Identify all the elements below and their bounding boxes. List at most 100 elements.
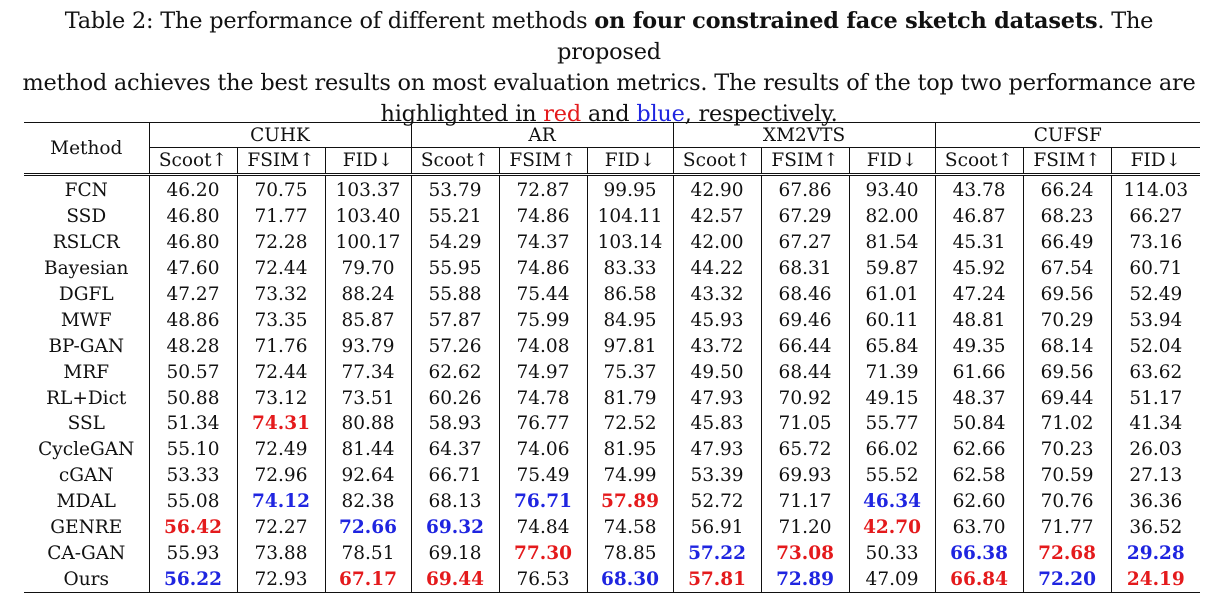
table-cell: 67.29	[760, 203, 850, 230]
table-cell: 62.66	[934, 436, 1024, 463]
caption-text: Table 2: The performance of different me…	[64, 8, 595, 34]
table-cell: 71.05	[760, 411, 850, 437]
table-cell: 60.11	[848, 307, 936, 334]
table-cell: 72.89	[760, 566, 850, 594]
table-cell: 49.15	[848, 385, 936, 412]
method-name: BP-GAN	[48, 335, 125, 357]
table-cell: 85.87	[324, 307, 411, 334]
table-cell: 80.88	[324, 411, 411, 437]
table-row: cGAN 53.33 72.96 92.64 66.71 75.49 74.99 53.39 6…	[24, 462, 1201, 489]
table-cell: 52.04	[1110, 333, 1201, 360]
table-cell: 67.86	[760, 172, 850, 204]
table-cell: 58.93	[410, 411, 499, 437]
table-cell: 68.14	[1022, 333, 1112, 360]
dataset-header: XM2VTS	[672, 122, 936, 148]
caption-line-1: Table 2: The performance of different me…	[18, 6, 1200, 68]
table-cell: 81.54	[848, 229, 936, 256]
table-cell: 72.52	[586, 411, 674, 437]
table-cell: 46.80	[148, 229, 237, 256]
table-cell: 43.78	[934, 172, 1024, 204]
table-cell: 68.30	[586, 566, 674, 594]
table-cell: 77.34	[324, 359, 411, 386]
table-row: BP-GAN 48.28 71.76 93.79 57.26 74.08 97.81 43.7…	[24, 333, 1201, 360]
table-cell: 74.08	[498, 333, 587, 360]
table-cell: 68.31	[760, 255, 850, 282]
caption-bold-text: on four constrained face sketch datasets	[594, 8, 1098, 34]
table-caption: Table 2: The performance of different me…	[18, 6, 1200, 130]
table-cell: 74.78	[498, 385, 587, 412]
metric-header: FID↓	[324, 147, 411, 175]
table-cell: 70.23	[1022, 436, 1112, 463]
table-cell: 70.76	[1022, 488, 1112, 515]
table-cell: 57.87	[410, 307, 499, 334]
table-row: Ours 56.22 72.93 67.17 69.44 76.53 68.30 57.81 7…	[24, 566, 1201, 594]
table-cell: 50.57	[148, 359, 237, 386]
table-cell: 69.46	[760, 307, 850, 334]
method-name: MDAL	[56, 491, 116, 513]
table-cell: 48.28	[148, 333, 237, 360]
table-cell: 55.95	[410, 255, 499, 282]
table-cell: 74.31	[236, 411, 325, 437]
table-cell: 49.35	[934, 333, 1024, 360]
metric-header: FSIM↑	[1022, 147, 1112, 175]
table-cell: 56.42	[148, 514, 237, 541]
table-cell: 68.13	[410, 488, 499, 515]
table-cell: 66.84	[934, 566, 1024, 594]
method-name: Bayesian	[44, 258, 129, 280]
metric-header: Scoot↑	[410, 147, 499, 175]
table-cell: 50.84	[934, 411, 1024, 437]
metric-header: FSIM↑	[236, 147, 325, 175]
table-cell: 81.79	[586, 385, 674, 412]
table-cell: 48.37	[934, 385, 1024, 412]
table-cell: 71.17	[760, 488, 850, 515]
table-row: SSD 46.80 71.77 103.40 55.21 74.86 104.11 42.57…	[24, 203, 1201, 230]
table-cell: 77.30	[498, 540, 587, 567]
metric-header: FSIM↑	[498, 147, 587, 175]
table-cell: 72.27	[236, 514, 325, 541]
table-cell: 43.32	[672, 281, 762, 308]
table-cell: 70.75	[236, 172, 325, 204]
table-cell: 65.72	[760, 436, 850, 463]
table-row: CA-GAN 55.93 73.88 78.51 69.18 77.30 78.85 57.2…	[24, 540, 1201, 567]
table-cell: 69.56	[1022, 359, 1112, 386]
table-cell: 66.44	[760, 333, 850, 360]
method-name: SSD	[66, 206, 107, 228]
table-cell: 45.31	[934, 229, 1024, 256]
table-cell: 74.86	[498, 203, 587, 230]
table-cell: 74.37	[498, 229, 587, 256]
table-cell: 66.27	[1110, 203, 1201, 230]
table-cell: 75.49	[498, 462, 587, 489]
table-cell: 57.89	[586, 488, 674, 515]
table-cell: 72.68	[1022, 540, 1112, 567]
table-row: RL+Dict 50.88 73.12 73.51 60.26 74.78 81.79 47.…	[24, 385, 1201, 412]
table-cell: 74.97	[498, 359, 587, 386]
table-cell: 72.20	[1022, 566, 1112, 594]
table-cell: 67.54	[1022, 255, 1112, 282]
dataset-header-row: Method CUHK AR XM2VTS CUFSF	[24, 122, 1201, 175]
metric-header: FID↓	[586, 147, 674, 175]
table-cell: 76.53	[498, 566, 587, 594]
table-cell: 62.58	[934, 462, 1024, 489]
table-cell: 54.29	[410, 229, 499, 256]
table-row: SSL 51.34 74.31 80.88 58.93 76.77 72.52 45.83 71…	[24, 411, 1201, 437]
table-cell: 71.76	[236, 333, 325, 360]
table-cell: 51.17	[1110, 385, 1201, 412]
table-cell: 78.85	[586, 540, 674, 567]
table-row: GENRE 56.42 72.27 72.66 69.32 74.84 74.58 56.91…	[24, 514, 1201, 541]
table-cell: 75.99	[498, 307, 587, 334]
table-cell: 49.50	[672, 359, 762, 386]
table-cell: 103.14	[586, 229, 674, 256]
method-name: CycleGAN	[38, 439, 135, 461]
table-cell: 84.95	[586, 307, 674, 334]
table-cell: 50.33	[848, 540, 936, 567]
table-cell: 61.66	[934, 359, 1024, 386]
table-cell: 76.71	[498, 488, 587, 515]
table-cell: 70.59	[1022, 462, 1112, 489]
table-cell: 36.52	[1110, 514, 1201, 541]
table-cell: 70.92	[760, 385, 850, 412]
table-cell: 52.72	[672, 488, 762, 515]
method-name: MRF	[63, 361, 110, 383]
table-cell: 79.70	[324, 255, 411, 282]
table-cell: 69.32	[410, 514, 499, 541]
table-cell: 81.44	[324, 436, 411, 463]
